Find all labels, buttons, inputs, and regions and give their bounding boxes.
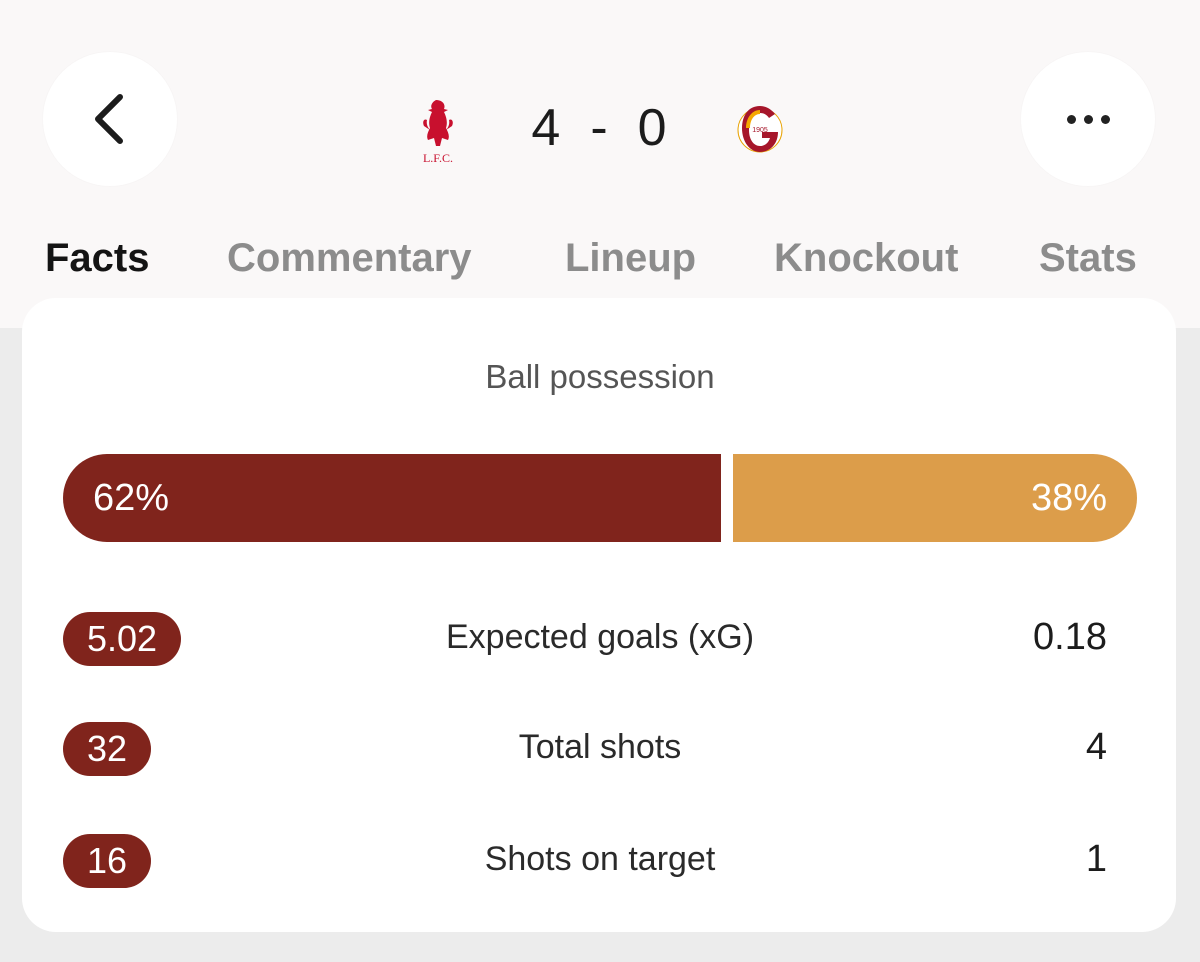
stat-label: Total shots (518, 728, 682, 766)
stat-home-value: 16 (63, 834, 152, 888)
stat-home-value: 32 (63, 722, 152, 776)
stat-row-xg: 5.02 Expected goals (xG) 0.18 (0, 612, 1200, 668)
back-button[interactable] (43, 52, 177, 186)
tab-bar: Facts Commentary Lineup Knockout Stats (0, 236, 1200, 286)
score-separator: - (590, 99, 610, 157)
stat-label: Expected goals (xG) (445, 618, 755, 656)
possession-home-bar: 62% (63, 454, 721, 542)
more-options-button[interactable] (1021, 52, 1155, 186)
possession-away-label: 38% (1030, 476, 1107, 519)
tab-facts[interactable]: Facts (45, 236, 150, 280)
stat-away-value: 4 (1085, 726, 1107, 768)
stat-away-value: 0.18 (1033, 616, 1107, 658)
home-score: 4 (531, 99, 563, 157)
more-horizontal-icon (1066, 114, 1110, 124)
liverpool-crest-icon[interactable]: L.F.C. (414, 96, 462, 166)
tab-stats[interactable]: Stats (1039, 236, 1137, 280)
possession-home-label: 62% (93, 476, 170, 519)
stat-home-value: 5.02 (63, 612, 182, 666)
match-header (0, 0, 1200, 328)
stat-row-total-shots: 32 Total shots 4 (0, 722, 1200, 778)
stat-label: Shots on target (484, 840, 716, 878)
away-score: 0 (637, 99, 669, 157)
stat-row-shots-on-target: 16 Shots on target 1 (0, 834, 1200, 890)
chevron-left-icon (95, 94, 123, 144)
galatasaray-crest-icon[interactable]: 1905 (736, 100, 784, 156)
stats-card (22, 298, 1176, 932)
home-crest-text: L.F.C. (423, 151, 453, 165)
possession-bar: 62% 38% (63, 454, 1137, 542)
possession-away-bar: 38% (733, 454, 1137, 542)
scoreboard: L.F.C. 4 - 0 1905 (0, 86, 1200, 176)
possession-title: Ball possession (485, 358, 715, 395)
tab-lineup[interactable]: Lineup (565, 236, 697, 280)
away-crest-text: 1905 (752, 127, 768, 134)
score: 4 - 0 (500, 98, 700, 158)
tab-knockout[interactable]: Knockout (774, 236, 959, 280)
stat-away-value: 1 (1085, 838, 1107, 880)
tab-commentary[interactable]: Commentary (227, 236, 472, 280)
